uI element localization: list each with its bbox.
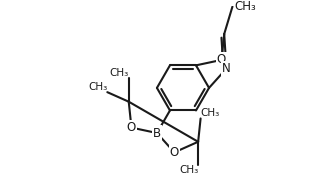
Text: O: O — [170, 146, 179, 159]
Text: N: N — [222, 62, 231, 75]
Text: CH₃: CH₃ — [88, 82, 107, 92]
Text: CH₃: CH₃ — [201, 108, 220, 118]
Text: CH₃: CH₃ — [234, 0, 256, 13]
Text: O: O — [127, 121, 136, 134]
Text: O: O — [217, 54, 226, 66]
Text: B: B — [153, 127, 161, 140]
Text: CH₃: CH₃ — [179, 165, 198, 175]
Text: CH₃: CH₃ — [110, 68, 129, 78]
